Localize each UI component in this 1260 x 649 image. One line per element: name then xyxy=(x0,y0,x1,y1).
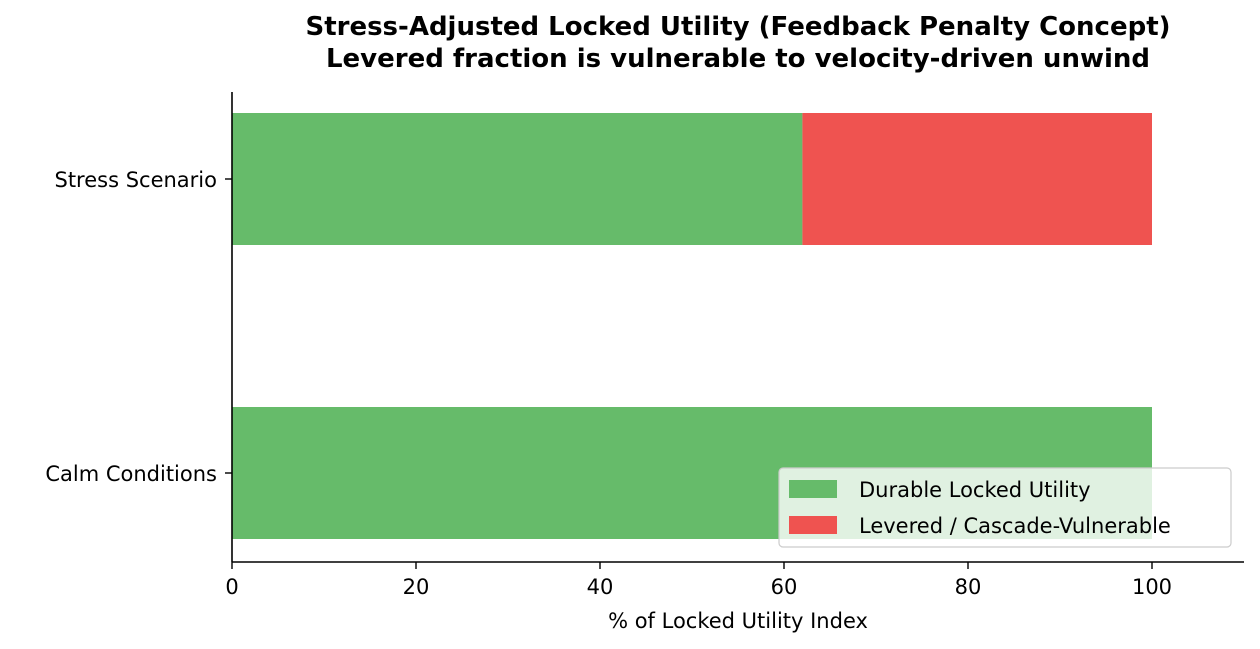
bar-stress-scenario-series-1 xyxy=(802,113,1152,245)
legend-swatch xyxy=(789,516,837,534)
legend-label: Levered / Cascade-Vulnerable xyxy=(859,514,1171,538)
legend-label: Durable Locked Utility xyxy=(859,478,1091,502)
y-tick-label: Calm Conditions xyxy=(45,462,217,486)
x-tick-label: 40 xyxy=(587,575,614,599)
legend: Durable Locked Utility Levered / Cascade-… xyxy=(778,467,1232,548)
x-axis-label: % of Locked Utility Index xyxy=(608,609,868,633)
axes-group: 0 20 40 60 80 100 Calm Conditions Stress Scenar… xyxy=(45,92,1244,599)
x-tick-label: 0 xyxy=(225,575,238,599)
legend-swatch xyxy=(789,480,837,498)
chart-title: Stress-Adjusted Locked Utility (Feedback… xyxy=(305,12,1171,42)
x-tick-label: 60 xyxy=(771,575,798,599)
chart-subtitle: Levered fraction is vulnerable to veloci… xyxy=(325,44,1151,74)
x-tick-label: 80 xyxy=(955,575,982,599)
x-tick-label: 100 xyxy=(1132,575,1172,599)
legend-box xyxy=(778,467,1232,548)
x-tick-label: 20 xyxy=(403,575,430,599)
bar-stress-scenario-series-0 xyxy=(232,113,803,245)
y-tick-label: Stress Scenario xyxy=(54,168,217,192)
